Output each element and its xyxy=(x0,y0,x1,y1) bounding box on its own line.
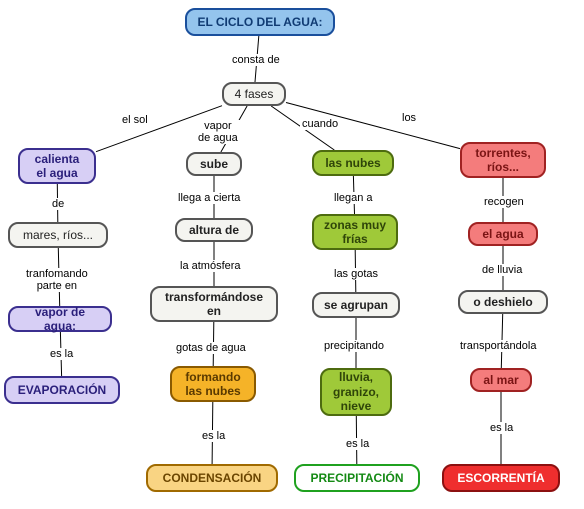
node-c4b: el agua xyxy=(468,222,538,246)
edge-label: transportándola xyxy=(458,340,538,352)
node-c1b: mares, ríos... xyxy=(8,222,108,248)
node-c2c: transformándose en xyxy=(150,286,278,322)
node-c2d: formando las nubes xyxy=(170,366,256,402)
node-c4a: torrentes, ríos... xyxy=(460,142,546,178)
node-c4e: ESCORRENTÍA xyxy=(442,464,560,492)
edge-label: de lluvia xyxy=(480,264,524,276)
node-c1c: vapor de agua: xyxy=(8,306,112,332)
diagram-stage: { "diagram": { "type": "flowchart", "bac… xyxy=(0,0,584,509)
node-c3c: se agrupan xyxy=(312,292,400,318)
edge-label: gotas de agua xyxy=(174,342,248,354)
edge-label: es la xyxy=(200,430,227,442)
edge-label: el sol xyxy=(120,114,150,126)
node-c4d: al mar xyxy=(470,368,532,392)
edge-label: precipitando xyxy=(322,340,386,352)
node-c1a: calienta el agua xyxy=(18,148,96,184)
edge-label: es la xyxy=(344,438,371,450)
edge-label: tranfomando parte en xyxy=(24,268,90,292)
edge-label: es la xyxy=(488,422,515,434)
node-c3d: lluvia, granizo, nieve xyxy=(320,368,392,416)
node-c1d: EVAPORACIÓN xyxy=(4,376,120,404)
edge-label: la atmósfera xyxy=(178,260,243,272)
edge-label: cuando xyxy=(300,118,340,130)
node-c3a: las nubes xyxy=(312,150,394,176)
edge-label: es la xyxy=(48,348,75,360)
edge-label: vapor de agua xyxy=(196,120,240,144)
edge-label: los xyxy=(400,112,418,124)
edge-label: recogen xyxy=(482,196,526,208)
node-c3b: zonas muy frías xyxy=(312,214,398,250)
edge-label: llega a cierta xyxy=(176,192,242,204)
node-c2b: altura de xyxy=(175,218,253,242)
node-c2a: sube xyxy=(186,152,242,176)
node-c3e: PRECIPITACIÓN xyxy=(294,464,420,492)
node-phases: 4 fases xyxy=(222,82,286,106)
edge-label: las gotas xyxy=(332,268,380,280)
edge-label: consta de xyxy=(230,54,282,66)
node-c2e: CONDENSACIÓN xyxy=(146,464,278,492)
edge-label: llegan a xyxy=(332,192,375,204)
node-c4c: o deshielo xyxy=(458,290,548,314)
node-title: EL CICLO DEL AGUA: xyxy=(185,8,335,36)
edge-label: de xyxy=(50,198,66,210)
